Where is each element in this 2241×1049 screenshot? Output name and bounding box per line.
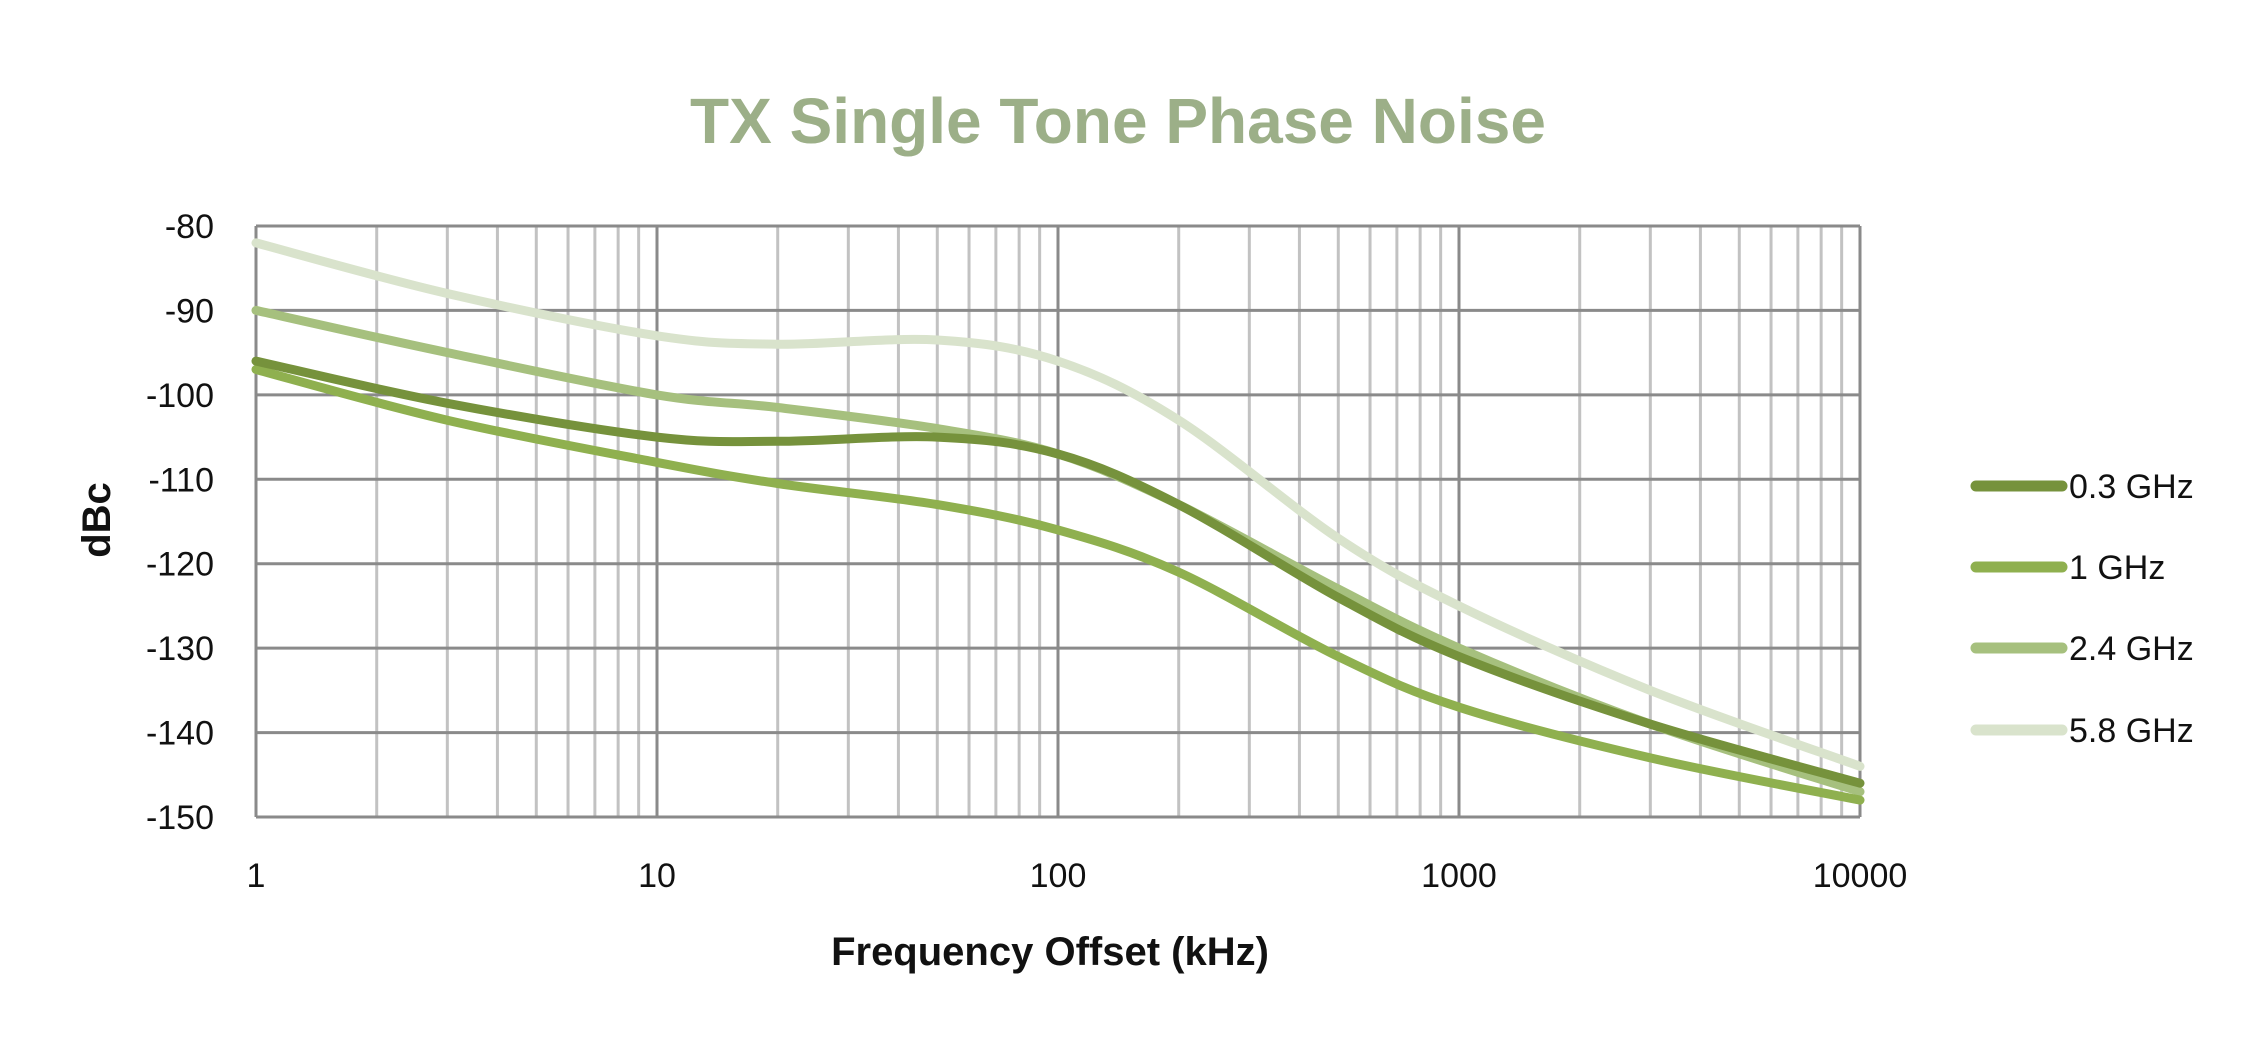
y-tick-label: -90 xyxy=(165,292,214,330)
series-lines xyxy=(251,238,1865,805)
y-tick-label: -80 xyxy=(165,208,214,246)
y-tick-label: -150 xyxy=(146,799,214,837)
legend: 0.3 GHz 1 GHz 2.4 GHz 5.8 GHz xyxy=(1970,468,2194,750)
y-tick-label: -110 xyxy=(148,461,214,499)
x-tick-label: 10000 xyxy=(1813,857,1908,895)
x-tick-label: 1000 xyxy=(1421,857,1497,895)
grid xyxy=(254,224,1862,819)
y-axis-title: dBc xyxy=(75,482,119,558)
y-tick-label: -130 xyxy=(146,630,214,668)
legend-label: 5.8 GHz xyxy=(2069,712,2194,750)
legend-label: 2.4 GHz xyxy=(2069,630,2194,668)
legend-label: 0.3 GHz xyxy=(2069,468,2194,506)
x-axis-title: Frequency Offset (kHz) xyxy=(831,930,1269,974)
chart-title: TX Single Tone Phase Noise xyxy=(690,85,1546,157)
x-tick-label: 1 xyxy=(247,857,266,895)
y-tick-label: -140 xyxy=(146,715,214,753)
series-line-1-ghz xyxy=(251,365,1865,805)
series-line-0-3-ghz xyxy=(251,356,1865,788)
y-tick-labels: -80 -90 -100 -110 -120 -130 -140 -150 xyxy=(146,208,214,837)
x-tick-labels: 1 10 100 1000 10000 xyxy=(247,857,1908,895)
series-line-5-8-ghz xyxy=(251,238,1865,771)
x-tick-label: 10 xyxy=(638,857,676,895)
y-tick-label: -120 xyxy=(146,546,214,584)
legend-label: 1 GHz xyxy=(2069,549,2165,587)
x-tick-label: 100 xyxy=(1030,857,1087,895)
y-tick-label: -100 xyxy=(146,377,214,415)
